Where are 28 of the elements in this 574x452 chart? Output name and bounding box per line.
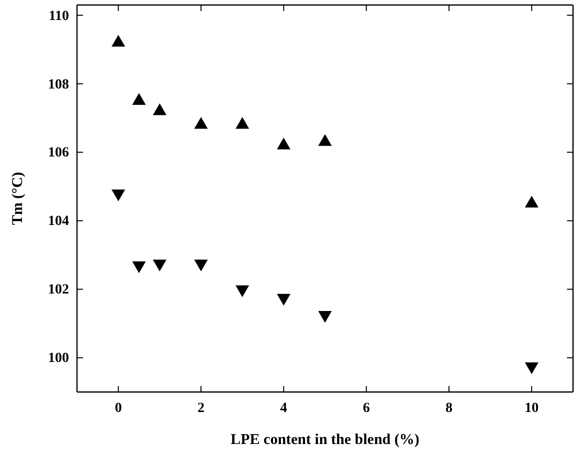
y-tick-label: 104 (48, 214, 69, 230)
point (132, 261, 146, 274)
point (194, 117, 208, 129)
x-axis-title: LPE content in the blend (%) (230, 432, 420, 448)
x-tick-label: 10 (524, 400, 539, 416)
y-tick-label: 108 (48, 77, 69, 92)
y-axis-title: Tm (°C) (10, 172, 26, 226)
point (236, 117, 250, 129)
point (112, 34, 126, 47)
point (132, 93, 146, 105)
x-tick-label: 8 (446, 400, 452, 416)
y-tick-label: 106 (48, 146, 69, 161)
point (152, 260, 166, 272)
y-tick-label: 102 (48, 282, 69, 298)
y-tick-label: 110 (48, 8, 69, 24)
x-tick-label: 6 (362, 400, 370, 416)
point (152, 103, 166, 116)
point (318, 134, 332, 146)
y-tick-label: 100 (48, 351, 69, 366)
point (276, 138, 290, 150)
point (276, 294, 290, 306)
point (236, 285, 250, 298)
x-tick-label: 2 (198, 400, 204, 416)
x-tick-label: 4 (280, 400, 288, 416)
point (194, 260, 208, 272)
point (318, 311, 332, 323)
x-tick-label: 0 (114, 400, 122, 416)
point (524, 362, 538, 374)
